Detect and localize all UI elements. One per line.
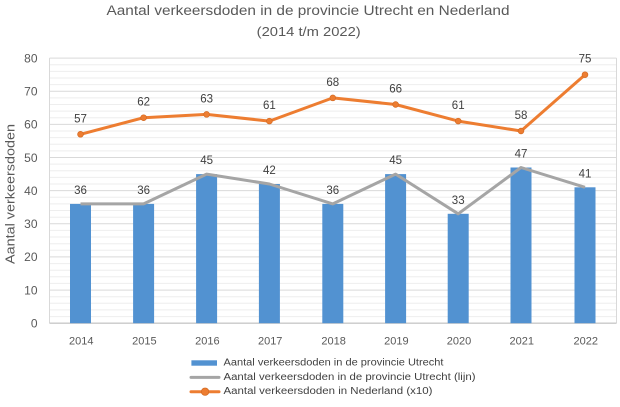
svg-text:45: 45: [389, 155, 402, 167]
svg-text:66: 66: [389, 84, 402, 96]
svg-text:36: 36: [74, 185, 87, 197]
svg-text:10: 10: [24, 283, 38, 297]
svg-text:20: 20: [24, 250, 38, 264]
svg-text:62: 62: [137, 97, 150, 109]
svg-text:2020: 2020: [447, 336, 471, 348]
svg-text:68: 68: [326, 77, 339, 89]
svg-text:47: 47: [515, 149, 528, 161]
svg-text:2019: 2019: [384, 336, 408, 348]
svg-text:2022: 2022: [574, 336, 598, 348]
svg-text:Aantal verkeersdoden in de pro: Aantal verkeersdoden in de provincie Utr…: [224, 372, 476, 383]
svg-text:2015: 2015: [132, 336, 156, 348]
svg-text:61: 61: [452, 100, 465, 112]
svg-text:41: 41: [579, 168, 592, 180]
svg-text:60: 60: [24, 118, 38, 132]
svg-text:(2014 t/m 2022): (2014 t/m 2022): [257, 24, 361, 39]
svg-text:57: 57: [74, 113, 87, 125]
svg-text:63: 63: [200, 93, 213, 105]
svg-text:30: 30: [24, 217, 38, 231]
svg-text:36: 36: [137, 185, 150, 197]
svg-text:75: 75: [579, 54, 592, 66]
svg-text:61: 61: [263, 100, 276, 112]
svg-text:2014: 2014: [69, 336, 93, 348]
svg-text:Aantal verkeersdoden in de pro: Aantal verkeersdoden in de provincie Utr…: [224, 357, 444, 368]
svg-text:2016: 2016: [195, 336, 219, 348]
svg-text:40: 40: [24, 184, 38, 198]
svg-text:0: 0: [31, 317, 38, 331]
svg-text:70: 70: [24, 85, 38, 99]
svg-text:80: 80: [24, 51, 38, 65]
svg-text:42: 42: [263, 165, 276, 177]
svg-text:58: 58: [515, 110, 528, 122]
svg-text:45: 45: [200, 155, 213, 167]
svg-text:2018: 2018: [321, 336, 345, 348]
svg-text:50: 50: [24, 151, 38, 165]
svg-text:Aantal verkeersdoden in de pro: Aantal verkeersdoden in de provincie Utr…: [107, 3, 510, 18]
svg-text:Aantal verkeersdoden: Aantal verkeersdoden: [4, 124, 18, 264]
svg-text:33: 33: [452, 195, 465, 207]
svg-text:Aantal verkeersdoden in Nederl: Aantal verkeersdoden in Nederland (x10): [224, 386, 433, 397]
svg-text:36: 36: [326, 185, 339, 197]
svg-text:2017: 2017: [258, 336, 282, 348]
svg-text:2021: 2021: [510, 336, 534, 348]
